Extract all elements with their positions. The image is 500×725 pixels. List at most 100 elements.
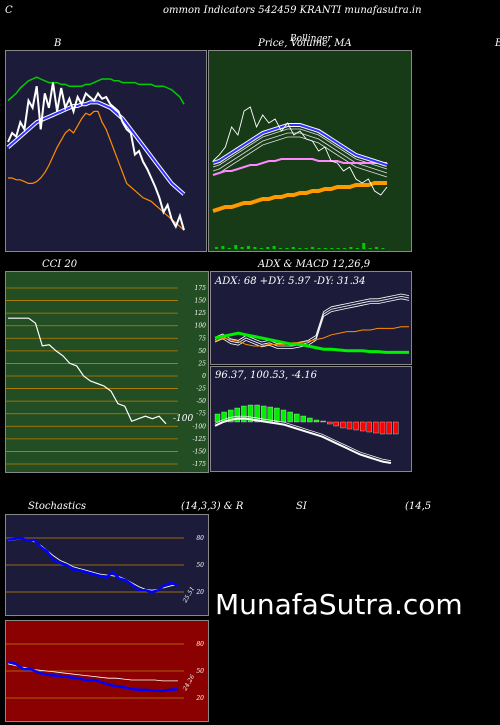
volume-bar <box>381 248 385 249</box>
price-ma-pink-line <box>212 158 387 176</box>
macd-histogram-bar <box>254 404 260 423</box>
cci-title: CCI 20 <box>42 259 78 270</box>
cci-tick-label: 0 <box>202 373 206 380</box>
watermark: MunafaSutra.com <box>215 588 463 621</box>
volume-bar <box>253 247 257 249</box>
volume-bar <box>349 247 353 249</box>
cci-tick-label: 125 <box>195 310 207 317</box>
stoch-value-label: 25.51 <box>181 586 196 605</box>
volume-bar <box>368 248 372 249</box>
price-panel <box>208 50 412 252</box>
macd-histogram-bar <box>386 421 392 435</box>
volume-bar <box>355 248 359 249</box>
cci-panel: 175 150 125 100 75 50 25 0 -25 -50 -75 -100 -125 -150… <box>5 271 209 473</box>
macd-histogram-bar <box>327 421 333 425</box>
cci-tick-label: 175 <box>195 285 207 292</box>
stoch-tick-label: 20 <box>195 589 204 596</box>
macd-chart <box>214 404 399 464</box>
volume-bar <box>336 248 340 249</box>
stoch-k-line <box>7 536 179 594</box>
price-chart <box>212 106 388 249</box>
bollinger-middle-line <box>7 101 185 195</box>
price-ma-thin-line <box>212 132 388 174</box>
price-title: Price, Volume, MA <box>258 38 352 49</box>
macd-histogram-bar <box>320 420 326 423</box>
volume-bar <box>317 248 321 249</box>
macd-histogram-bar <box>247 404 254 423</box>
price-close-line <box>212 106 388 196</box>
rsi-line <box>7 660 179 693</box>
volume-bar <box>362 243 366 249</box>
cci-tick-label: 100 <box>195 323 207 330</box>
macd-histogram-bar <box>287 411 293 423</box>
macd-histogram-bar <box>274 407 280 423</box>
cci-tick-label: 75 <box>198 335 206 342</box>
cci-value-label: -100 <box>173 414 194 424</box>
volume-bar <box>215 247 218 249</box>
macd-histogram-bar <box>360 421 366 432</box>
rsi-mfi-line <box>7 663 178 682</box>
macd-histogram-bar <box>313 419 320 423</box>
macd-histogram-bar <box>366 421 372 433</box>
macd-line <box>214 417 392 464</box>
adx-label: ADX: 68 +DY: 5.97 -DY: 31.34 <box>215 276 366 287</box>
cci-tick-label: -125 <box>193 436 207 443</box>
rsi-title: SI <box>296 501 307 512</box>
stoch-title-params: (14,3,3) & R <box>181 501 244 512</box>
minus-dy-line <box>214 326 409 347</box>
adx-line <box>214 295 410 347</box>
rsi-tick-label: 50 <box>196 668 204 675</box>
macd-histogram-bar <box>393 421 399 435</box>
cci-tick-label: -50 <box>196 398 206 405</box>
rsi-title-params: (14,5 <box>405 501 432 512</box>
macd-histogram-bar <box>340 421 346 429</box>
macd-histogram-bar <box>346 421 353 430</box>
page-title: ommon Indicators 542459 KRANTI munafasut… <box>163 5 422 16</box>
cci-tick-label: 25 <box>197 360 206 367</box>
macd-signal-line <box>214 415 392 461</box>
macd-histogram-bar <box>333 421 339 427</box>
price-ma-thin-line <box>212 128 388 170</box>
macd-label: 96.37, 100.53, -4.16 <box>215 370 317 381</box>
bollinger-upper-line <box>7 76 185 105</box>
volume-bar <box>221 246 225 249</box>
macd-histogram-bar <box>280 409 287 423</box>
volume-bar <box>330 248 334 249</box>
volume-bar <box>259 248 263 249</box>
header-letter-c: C <box>5 5 13 16</box>
volume-bar <box>285 248 289 249</box>
bollinger-lower-line <box>8 110 185 231</box>
volume-bar <box>247 246 250 249</box>
macd-histogram-bar <box>228 409 234 423</box>
macd-panel: 96.37, 100.53, -4.16 <box>210 366 412 472</box>
cci-tick-label: -150 <box>193 448 207 455</box>
price-ma-thin-line <box>212 136 388 178</box>
volume-bar <box>291 247 295 249</box>
plus-dy-line <box>214 331 409 354</box>
macd-histogram-bar <box>373 421 379 434</box>
cci-tick-label: -75 <box>196 411 206 418</box>
rsi-chart: 80 50 20 24.26 <box>6 641 204 702</box>
price-ma-orange-line <box>212 181 387 213</box>
volume-bar <box>266 247 270 249</box>
rsi-panel: 80 50 20 24.26 <box>5 620 209 722</box>
bollinger-panel <box>5 50 207 252</box>
volume-bar <box>375 247 378 249</box>
stoch-d-line <box>7 538 179 591</box>
cci-chart: 1751501251007550250-25-50-75-100-125-150… <box>6 285 207 468</box>
volume-bar <box>279 248 282 249</box>
stoch-title: Stochastics <box>28 501 86 512</box>
bollinger-middle-line-halo <box>6 100 186 196</box>
macd-histogram-bar <box>300 415 306 423</box>
volume-bar <box>240 247 244 249</box>
price-ma-blue-line <box>212 124 388 166</box>
rsi-tick-label: 20 <box>195 695 204 702</box>
macd-histogram-bar <box>307 417 313 423</box>
volume-bar <box>227 248 231 249</box>
macd-histogram-bar <box>294 413 300 423</box>
cci-tick-label: 150 <box>195 298 207 305</box>
adx-panel: ADX: 68 +DY: 5.97 -DY: 31.34 <box>210 271 412 365</box>
macd-histogram-bar <box>379 421 386 435</box>
bollinger-title: B <box>54 38 62 49</box>
